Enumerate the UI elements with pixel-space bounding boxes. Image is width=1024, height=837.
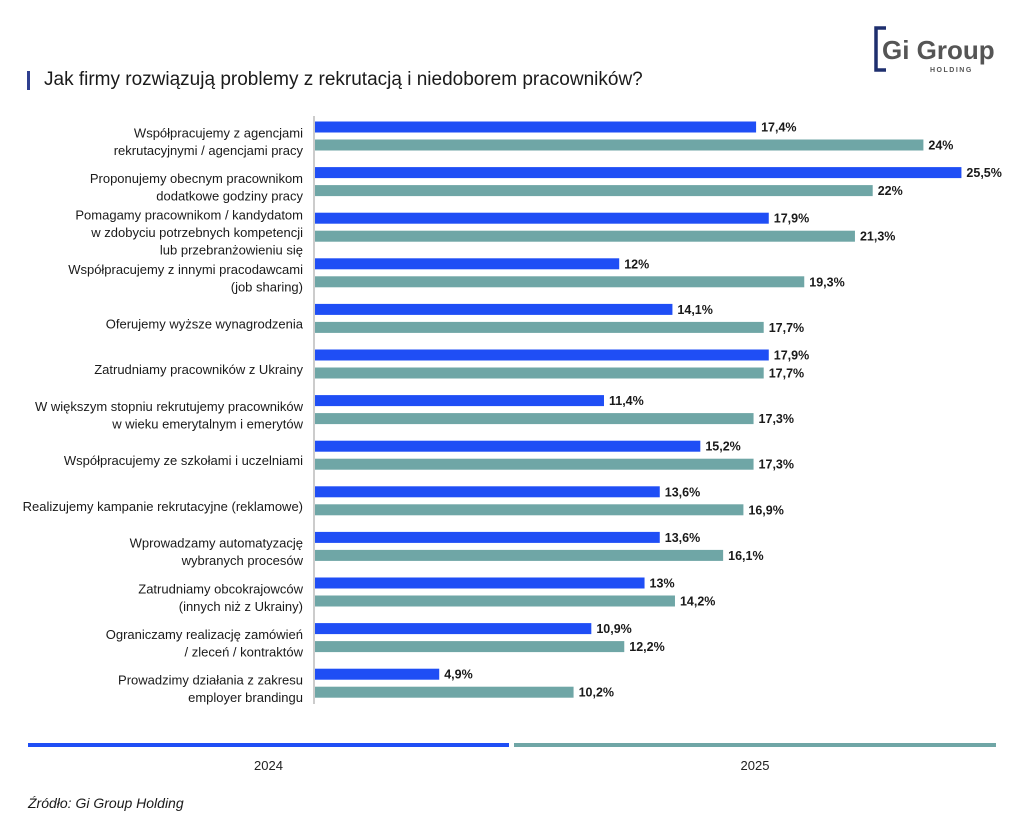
- bar-2024: [315, 167, 962, 179]
- data-label-2024: 17,9%: [774, 349, 809, 363]
- bar-2024: [315, 440, 701, 452]
- data-label-2024: 13,6%: [665, 531, 700, 545]
- legend-line-2025: [514, 743, 996, 747]
- bar-2024: [315, 486, 660, 498]
- bar-2025: [315, 230, 855, 242]
- legend-label-2024: 2024: [254, 758, 283, 773]
- bar-2025: [315, 504, 744, 516]
- data-label-2025: 17,3%: [759, 458, 794, 472]
- bar-2025: [315, 321, 764, 333]
- data-label-2025: 14,2%: [680, 595, 715, 609]
- data-label-2025: 16,1%: [728, 549, 763, 563]
- category-label: Prowadzimy działania z zakresu employer b…: [118, 672, 303, 705]
- data-label-2025: 22%: [878, 184, 903, 198]
- bar-2025: [315, 686, 574, 698]
- bar-2024: [315, 623, 592, 635]
- bar-2025: [315, 139, 924, 151]
- data-label-2024: 15,2%: [705, 440, 740, 454]
- data-label-2025: 17,7%: [769, 367, 804, 381]
- bar-2024: [315, 577, 645, 589]
- category-label: Ograniczamy realizację zamówień / zleceń …: [106, 627, 304, 660]
- legend-line-2024: [28, 743, 509, 747]
- data-label-2025: 10,2%: [579, 686, 614, 700]
- category-label: Zatrudniamy obcokrajowców (innych niż z U…: [138, 581, 303, 614]
- data-label-2025: 17,3%: [759, 412, 794, 426]
- data-label-2024: 13,6%: [665, 485, 700, 499]
- svg-text:HOLDING: HOLDING: [930, 67, 973, 74]
- data-label-2025: 24%: [928, 139, 953, 153]
- data-label-2024: 4,9%: [444, 668, 473, 682]
- data-label-2025: 16,9%: [748, 503, 783, 517]
- bar-2025: [315, 595, 675, 607]
- bar-2024: [315, 121, 757, 133]
- data-label-2024: 25,5%: [966, 166, 1001, 180]
- bar-2025: [315, 367, 764, 379]
- data-label-2025: 12,2%: [629, 640, 664, 654]
- category-label: Współpracujemy z innymi pracodawcami (job…: [68, 262, 303, 295]
- data-label-2024: 10,9%: [596, 622, 631, 636]
- category-label: W większym stopniu rekrutujemy pracownik…: [35, 399, 304, 432]
- bar-2024: [315, 212, 769, 224]
- category-label: Zatrudniamy pracowników z Ukrainy: [94, 362, 303, 377]
- data-label-2024: 14,1%: [677, 303, 712, 317]
- bar-2024: [315, 668, 440, 680]
- data-label-2024: 13%: [650, 577, 675, 591]
- title-accent-bar: [27, 71, 30, 90]
- category-label: Realizujemy kampanie rekrutacyjne (rekla…: [23, 499, 303, 514]
- bar-2025: [315, 458, 754, 470]
- category-label: Współpracujemy ze szkołami i uczelniami: [64, 453, 303, 468]
- bar-2025: [315, 276, 805, 288]
- bar-2024: [315, 349, 769, 361]
- data-label-2025: 19,3%: [809, 275, 844, 289]
- category-label: Pomagamy pracownikom / kandydatom w zdoby…: [75, 208, 303, 258]
- svg-text:Gi Group: Gi Group: [882, 35, 995, 65]
- data-label-2024: 12%: [624, 257, 649, 271]
- data-label-2024: 17,4%: [761, 121, 796, 135]
- bar-2025: [315, 641, 625, 653]
- bar-2024: [315, 258, 620, 270]
- data-label-2025: 17,7%: [769, 321, 804, 335]
- gi-group-logo: Gi Group HOLDING: [872, 26, 1000, 76]
- category-label: Wprowadzamy automatyzację wybranych proce…: [130, 536, 304, 569]
- chart-title: Jak firmy rozwiązują problemy z rekrutac…: [44, 69, 643, 90]
- legend-label-2025: 2025: [740, 758, 770, 773]
- bar-2025: [315, 413, 754, 425]
- category-label: Oferujemy wyższe wynagrodzenia: [106, 316, 304, 331]
- bar-2024: [315, 395, 604, 407]
- bar-2025: [315, 549, 724, 561]
- category-label: Współpracujemy z agencjami rekrutacyjnymi…: [114, 125, 304, 158]
- data-label-2024: 11,4%: [609, 394, 644, 408]
- bar-2024: [315, 531, 660, 543]
- data-label-2024: 17,9%: [774, 212, 809, 226]
- source-note: Źródło: Gi Group Holding: [28, 795, 184, 811]
- bar-2025: [315, 185, 873, 197]
- data-label-2025: 21,3%: [860, 230, 895, 244]
- bar-2024: [315, 303, 673, 315]
- category-label: Proponujemy obecnym pracownikom dodatkowe…: [90, 171, 304, 204]
- bar-chart: Współpracujemy z agencjami rekrutacyjnymi…: [23, 116, 1002, 705]
